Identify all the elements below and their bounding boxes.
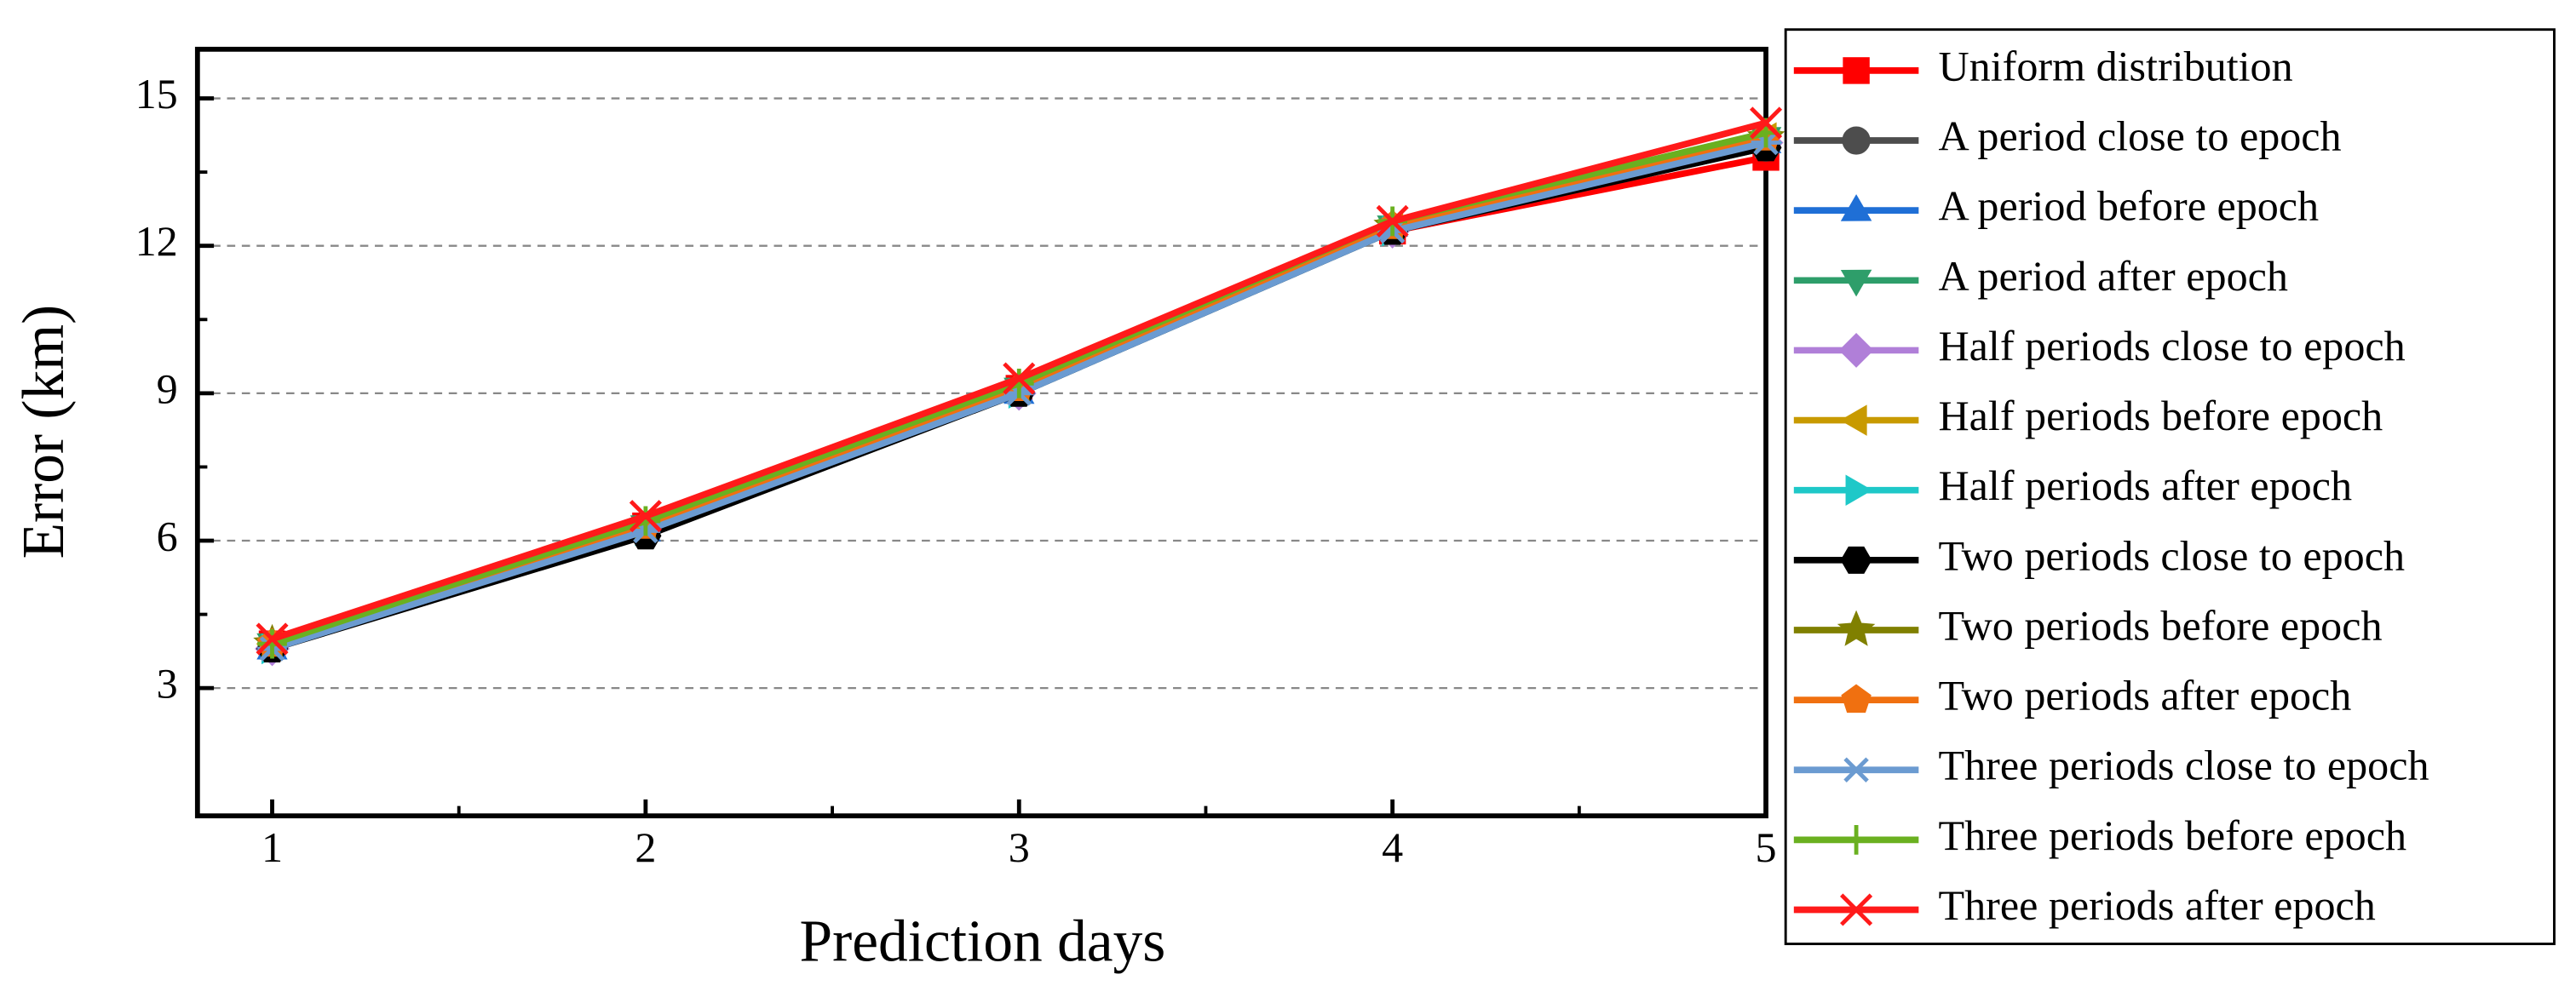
marker	[1840, 893, 1873, 926]
y-tick-label: 9	[157, 364, 178, 412]
marker	[257, 628, 287, 659]
legend-label: Two periods before epoch	[1938, 601, 2382, 649]
marker	[1376, 204, 1409, 238]
marker	[1840, 269, 1872, 297]
y-tick-label: 3	[157, 660, 178, 708]
marker	[1840, 546, 1872, 574]
legend-label: A period close to epoch	[1938, 112, 2341, 160]
marker	[1749, 106, 1783, 140]
marker	[1838, 332, 1874, 368]
legend-label: Three periods after epoch	[1938, 881, 2375, 929]
legend-box	[1784, 28, 2556, 946]
x-tick-label: 2	[635, 823, 656, 871]
marker	[1845, 474, 1873, 506]
y-axis-title: Error (km)	[11, 305, 77, 559]
legend-label: Half periods before epoch	[1938, 392, 2383, 439]
legend-label: A period before epoch	[1938, 182, 2319, 230]
legend-label: Uniform distribution	[1938, 42, 2292, 89]
legend-label: A period after epoch	[1938, 252, 2287, 300]
legend-label: Half periods after epoch	[1938, 461, 2352, 509]
marker	[1842, 126, 1871, 155]
legend-label: Three periods before epoch	[1938, 811, 2406, 859]
y-tick-label: 12	[135, 217, 178, 265]
x-tick-label: 1	[262, 823, 283, 871]
marker	[1840, 194, 1872, 221]
legend-label: Half periods close to epoch	[1938, 322, 2405, 370]
x-axis-title: Prediction days	[800, 908, 1166, 974]
plot-frame	[194, 46, 1768, 819]
marker	[256, 622, 289, 656]
marker	[1841, 684, 1872, 714]
marker	[629, 500, 662, 533]
y-tick-label: 15	[135, 70, 178, 117]
y-tick-label: 6	[157, 512, 178, 559]
x-tick-label: 3	[1009, 823, 1030, 871]
legend-label: Three periods close to epoch	[1938, 742, 2429, 789]
marker	[1843, 57, 1870, 84]
marker	[1841, 825, 1872, 855]
marker	[1003, 362, 1036, 395]
x-tick-label: 5	[1756, 823, 1777, 871]
marker	[1837, 610, 1876, 646]
legend-label: Two periods after epoch	[1938, 672, 2351, 719]
legend-label: Two periods close to epoch	[1938, 531, 2405, 579]
marker	[1839, 404, 1867, 436]
x-tick-label: 4	[1382, 823, 1403, 871]
marker	[1841, 757, 1872, 782]
